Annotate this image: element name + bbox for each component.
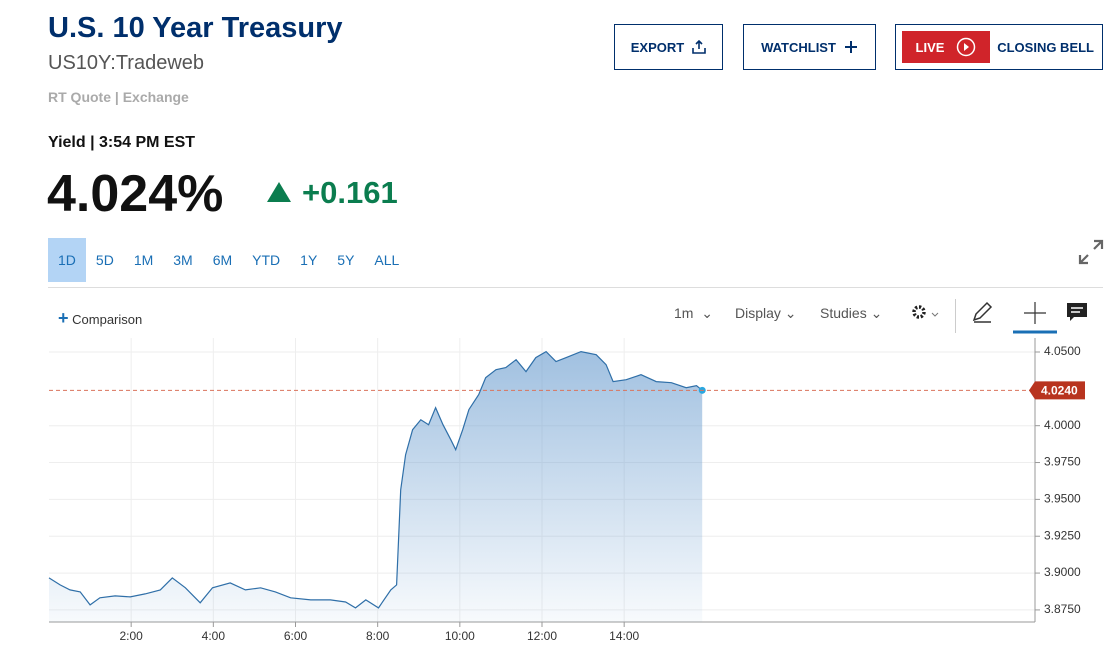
time-range-tab[interactable]: 1Y xyxy=(300,252,318,268)
y-tick-label: 3.9500 xyxy=(1044,492,1081,506)
x-tick-label: 12:00 xyxy=(527,629,557,643)
symbol: US10Y:Tradeweb xyxy=(48,52,205,74)
x-tick-label: 8:00 xyxy=(366,629,390,643)
separator xyxy=(955,299,956,333)
x-tick-label: 4:00 xyxy=(202,629,226,643)
price: 4.024% xyxy=(47,165,224,223)
comparison-label: Comparison xyxy=(72,312,143,327)
y-tick-label: 3.8750 xyxy=(1044,602,1081,616)
watchlist-label: WATCHLIST xyxy=(761,39,836,55)
x-tick-label: 14:00 xyxy=(609,629,639,643)
plus-icon xyxy=(844,41,857,53)
export-button[interactable]: EXPORT xyxy=(614,24,723,70)
y-tick-label: 3.9250 xyxy=(1044,528,1081,542)
export-label: EXPORT xyxy=(630,39,685,55)
time-range-tabs: 1D 5D 1M 3M 6M YTD 1Y 5Y ALL xyxy=(48,238,409,282)
time-range-tab[interactable]: 6M xyxy=(212,252,233,268)
chart: 2:00 4:00 6:00 8:00 10:00 12:00 14:00 3.8750 3.9… xyxy=(48,338,1085,643)
expand-icon[interactable] xyxy=(1077,238,1105,266)
y-tick-label: 4.0000 xyxy=(1044,418,1081,432)
y-tick-label: 4.0500 xyxy=(1044,344,1081,358)
divider xyxy=(48,287,1103,288)
watchlist-button[interactable]: WATCHLIST xyxy=(743,24,876,70)
line xyxy=(48,350,703,609)
x-tick-label: 6:00 xyxy=(284,629,308,643)
x-tick-label: 2:00 xyxy=(119,629,143,643)
live-button[interactable]: LIVE CLOSING BELL xyxy=(895,24,1103,70)
quote-source: RT Quote | Exchange xyxy=(48,89,189,105)
title: U.S. 10 Year Treasury xyxy=(48,12,343,44)
time-range-tab[interactable]: 1D xyxy=(48,238,86,282)
up-arrow xyxy=(267,182,291,202)
time-range-tab[interactable]: 5Y xyxy=(337,252,355,268)
display-label: Display xyxy=(735,305,781,321)
display-dropdown[interactable]: Display ⌄ xyxy=(735,305,797,321)
quote-label: Yield | 3:54 PM EST xyxy=(48,134,196,151)
y-tick-label: 3.9000 xyxy=(1044,565,1081,579)
time-range-tab[interactable]: 1M xyxy=(133,252,154,268)
plus: + xyxy=(58,308,69,328)
time-range-tab[interactable]: ALL xyxy=(374,252,400,268)
comment-icon[interactable] xyxy=(1066,302,1088,322)
current-price-tag xyxy=(1029,381,1085,400)
change: +0.161 xyxy=(302,175,398,210)
x-tick-label: 10:00 xyxy=(445,629,475,643)
export-icon xyxy=(692,40,707,54)
interval-label: 1m xyxy=(674,305,694,321)
time-range-tab[interactable]: 5D xyxy=(95,252,114,268)
crosshair-icon[interactable] xyxy=(1013,300,1057,334)
interval-dropdown[interactable]: 1m ⌄ xyxy=(674,305,713,321)
play-icon xyxy=(957,37,976,57)
area xyxy=(49,351,703,622)
current-price-label: 4.0240 xyxy=(1041,383,1078,397)
time-range-tab[interactable]: YTD xyxy=(252,252,281,268)
studies-label: Studies xyxy=(820,305,867,321)
time-range-tab[interactable]: 3M xyxy=(173,252,193,268)
comparison-button[interactable]: + Comparison xyxy=(58,308,142,329)
draw-icon[interactable] xyxy=(971,301,993,323)
live-badge: LIVE xyxy=(902,31,990,63)
live-label: LIVE xyxy=(915,39,945,55)
y-tick-label: 3.9750 xyxy=(1044,455,1081,469)
studies-dropdown[interactable]: Studies ⌄ xyxy=(820,305,883,321)
settings-icon[interactable] xyxy=(910,302,940,322)
closing-bell-label: CLOSING BELL xyxy=(997,39,1094,55)
